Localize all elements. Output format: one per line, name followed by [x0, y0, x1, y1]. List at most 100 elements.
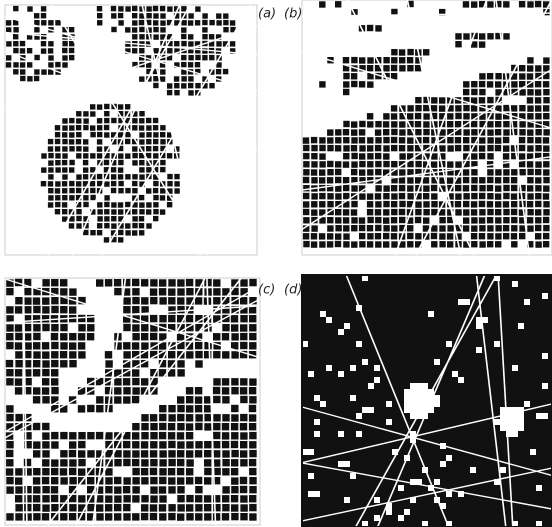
city-block — [357, 336, 362, 341]
city-block — [483, 288, 488, 293]
city-block — [494, 467, 500, 473]
city-block — [465, 510, 470, 515]
city-block — [452, 288, 458, 293]
city-block — [381, 299, 386, 305]
city-block — [160, 152, 166, 159]
city-block — [511, 152, 518, 160]
open-space — [446, 521, 452, 527]
city-block — [141, 459, 149, 467]
city-block — [392, 510, 398, 515]
city-block — [96, 405, 104, 413]
city-block — [69, 41, 75, 47]
city-block — [160, 13, 166, 19]
city-block — [495, 201, 502, 208]
city-block — [249, 332, 257, 341]
city-block — [411, 300, 416, 305]
city-block — [188, 55, 194, 61]
city-block — [195, 513, 203, 521]
city-block — [489, 288, 494, 293]
city-block — [471, 438, 476, 443]
city-block — [368, 474, 374, 479]
city-block — [375, 432, 380, 437]
city-block — [393, 342, 398, 347]
city-block — [77, 405, 86, 413]
city-block — [510, 193, 518, 200]
city-block — [185, 414, 194, 422]
city-block — [327, 225, 334, 232]
city-block — [27, 76, 33, 82]
city-block — [351, 121, 358, 128]
city-block — [369, 462, 374, 467]
open-space — [362, 275, 368, 281]
open-space — [326, 317, 332, 323]
city-block — [188, 90, 194, 96]
city-block — [411, 486, 416, 491]
city-block — [495, 282, 500, 287]
city-block — [239, 476, 248, 485]
city-block — [111, 117, 117, 124]
city-block — [339, 450, 344, 455]
city-block — [339, 282, 344, 287]
city-block — [302, 233, 310, 240]
city-block — [399, 306, 404, 311]
city-block — [447, 396, 452, 401]
city-block — [415, 201, 422, 208]
city-block — [139, 118, 145, 124]
city-block — [320, 390, 326, 395]
city-block — [367, 216, 374, 224]
city-block — [319, 201, 326, 208]
city-block — [415, 57, 422, 64]
city-block — [435, 336, 440, 341]
city-block — [14, 369, 23, 377]
city-block — [51, 386, 59, 395]
city-block — [356, 510, 362, 515]
city-block — [125, 131, 131, 138]
city-block — [518, 136, 526, 144]
city-block — [76, 118, 82, 124]
city-block — [375, 72, 382, 80]
city-block — [209, 54, 215, 61]
city-block — [62, 132, 68, 138]
city-block — [487, 153, 494, 160]
city-block — [530, 498, 536, 503]
city-block — [519, 225, 526, 232]
city-block — [315, 462, 320, 467]
city-block — [495, 443, 500, 449]
city-block — [327, 336, 332, 341]
city-block — [439, 8, 446, 16]
city-block — [434, 408, 440, 413]
city-block — [381, 443, 386, 449]
city-block — [519, 329, 524, 335]
city-block — [15, 332, 23, 341]
city-block — [483, 444, 488, 449]
city-block — [150, 350, 158, 359]
city-block — [440, 420, 446, 425]
city-block — [502, 153, 510, 160]
city-block — [231, 378, 239, 386]
city-block — [194, 20, 201, 26]
city-block — [6, 486, 14, 494]
city-block — [494, 522, 500, 527]
city-block — [405, 497, 410, 503]
city-block — [188, 34, 194, 40]
city-block — [366, 225, 374, 232]
city-block — [40, 6, 47, 12]
city-block — [332, 353, 338, 359]
city-block — [392, 468, 398, 473]
city-block — [441, 336, 446, 341]
city-block — [69, 195, 75, 201]
city-block — [519, 402, 524, 407]
city-block — [204, 450, 212, 458]
city-block — [513, 486, 518, 491]
city-block — [543, 335, 548, 341]
city-block — [471, 414, 476, 419]
city-block — [417, 462, 422, 467]
city-block — [519, 432, 524, 437]
city-block — [386, 300, 392, 305]
city-block — [363, 492, 368, 497]
city-block — [383, 65, 390, 72]
city-block — [132, 152, 138, 159]
city-block — [423, 318, 428, 323]
city-block — [459, 384, 464, 389]
city-block — [194, 405, 203, 413]
